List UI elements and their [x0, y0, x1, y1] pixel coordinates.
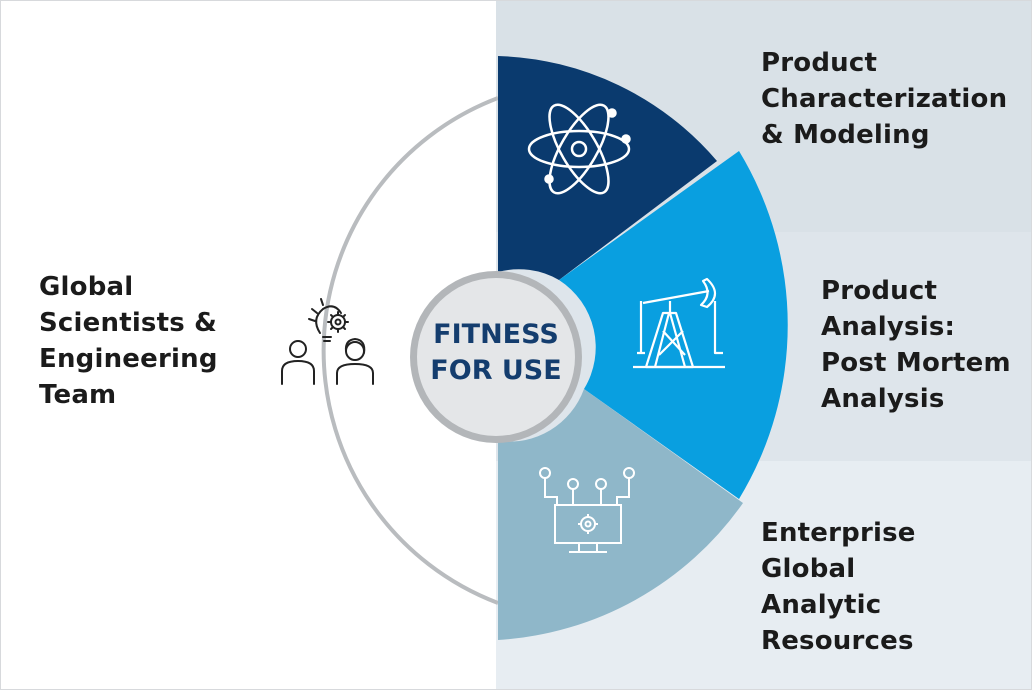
team-idea-icon	[281, 298, 374, 385]
left-ring-arc	[321, 96, 499, 605]
label-product-analysis: Product Analysis: Post Mortem Analysis	[821, 276, 1011, 414]
center-title: FITNESS FOR USE	[430, 319, 562, 386]
atom-icon	[527, 103, 631, 195]
label-product-characterization: Product Characterization & Modeling	[761, 48, 1008, 150]
network-monitor-icon	[539, 467, 635, 553]
label-enterprise-resources: Enterprise Global Analytic Resources	[761, 518, 916, 656]
oil-pump-icon	[633, 277, 725, 369]
center-circle	[417, 278, 575, 436]
label-global-team: Global Scientists & Engineering Team	[39, 272, 218, 410]
